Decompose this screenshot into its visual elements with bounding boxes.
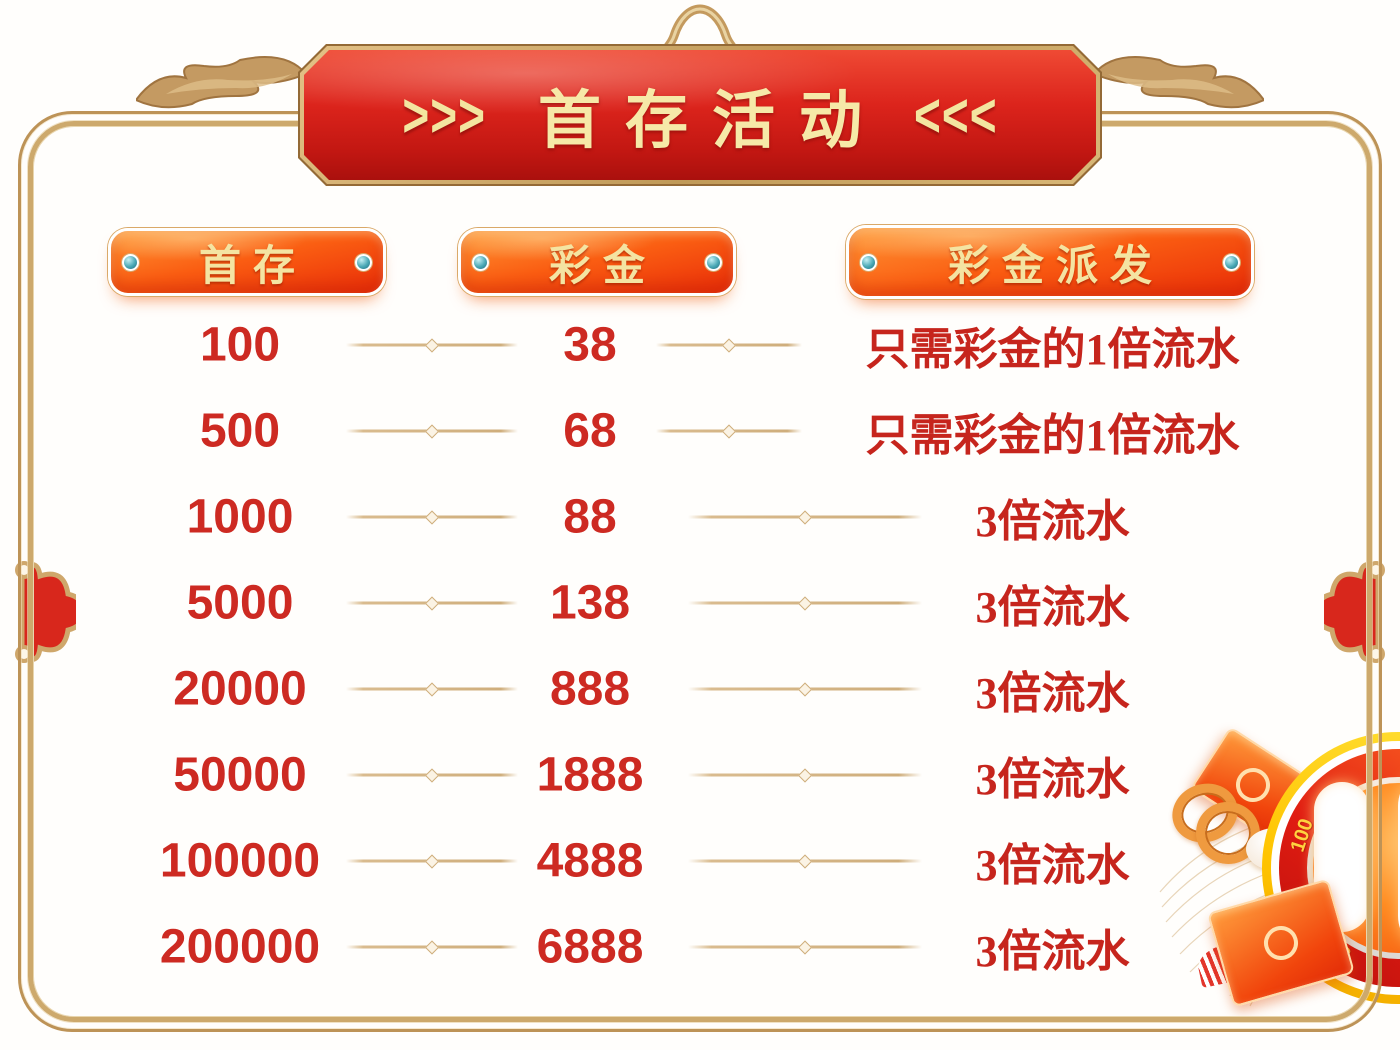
gem-icon <box>705 254 722 271</box>
deposit-value: 200000 <box>159 920 321 974</box>
divider-line <box>346 429 518 433</box>
column-header-label: 彩金派发 <box>947 243 1164 290</box>
payout-text: 只需彩金的1倍流水 <box>865 411 1240 460</box>
page-title: 首存活动 <box>538 85 886 156</box>
divider-line <box>688 945 922 949</box>
table-rows: 100 38 只需彩金的1倍流水 500 68 只需彩金的1倍流水 1000 8… <box>0 302 1400 990</box>
divider-line <box>688 601 922 605</box>
payout-text: 3倍流水 <box>975 669 1130 718</box>
divider-line <box>346 687 518 691</box>
payout-text: 3倍流水 <box>975 497 1130 546</box>
table-row: 5000 138 3倍流水 <box>0 560 1400 646</box>
table-row: 100 38 只需彩金的1倍流水 <box>0 302 1400 388</box>
divider-line <box>346 515 518 519</box>
payout-text: 3倍流水 <box>975 841 1130 890</box>
right-flame-ornament <box>1092 54 1266 116</box>
gem-icon <box>355 254 372 271</box>
gem-icon <box>1223 254 1240 271</box>
deposit-value: 50000 <box>173 748 307 802</box>
deposit-value: 100000 <box>159 834 321 888</box>
bonus-value: 38 <box>563 318 617 372</box>
column-header-label: 彩金 <box>548 243 657 290</box>
divider-line <box>656 429 802 433</box>
divider-line <box>688 515 922 519</box>
right-chevrons-decoration: <<< <box>914 79 998 151</box>
bonus-value: 68 <box>563 404 617 458</box>
gem-icon <box>122 254 139 271</box>
deposit-value: 100 <box>199 318 281 372</box>
divider-line <box>688 859 922 863</box>
bonus-value: 88 <box>563 490 617 544</box>
divider-line <box>656 343 802 347</box>
payout-text: 3倍流水 <box>975 755 1130 804</box>
table-row: 500 68 只需彩金的1倍流水 <box>0 388 1400 474</box>
table-row: 1000 88 3倍流水 <box>0 474 1400 560</box>
bonus-value: 4888 <box>536 834 644 888</box>
left-flame-ornament <box>134 54 308 116</box>
left-chevrons-decoration: >>> <box>402 79 486 151</box>
table-row: 50000 1888 3倍流水 <box>0 732 1400 818</box>
divider-line <box>346 945 518 949</box>
title-plaque: >>> 首存活动 <<< <box>300 46 1100 184</box>
deposit-value: 20000 <box>173 662 307 716</box>
bonus-value: 888 <box>549 662 631 716</box>
divider-line <box>346 601 518 605</box>
divider-line <box>346 343 518 347</box>
column-header-ribbon: 彩金派发 <box>846 225 1254 299</box>
table-row: 100000 4888 3倍流水 <box>0 818 1400 904</box>
bonus-value: 6888 <box>536 920 644 974</box>
payout-text: 只需彩金的1倍流水 <box>865 325 1240 374</box>
gem-icon <box>472 254 489 271</box>
bonus-value: 138 <box>549 576 631 630</box>
bonus-value: 1888 <box>536 748 644 802</box>
deposit-value: 500 <box>199 404 281 458</box>
payout-text: 3倍流水 <box>975 927 1130 976</box>
deposit-value: 1000 <box>186 490 294 544</box>
deposit-value: 5000 <box>186 576 294 630</box>
column-header-ribbon: 彩金 <box>458 228 736 296</box>
column-header-label: 首存 <box>198 243 307 290</box>
divider-line <box>346 859 518 863</box>
table-row: 200000 6888 3倍流水 <box>0 904 1400 990</box>
payout-text: 3倍流水 <box>975 583 1130 632</box>
column-header-ribbon: 首存 <box>108 228 386 296</box>
divider-line <box>688 773 922 777</box>
table-row: 20000 888 3倍流水 <box>0 646 1400 732</box>
divider-line <box>346 773 518 777</box>
gem-icon <box>860 254 877 271</box>
divider-line <box>688 687 922 691</box>
